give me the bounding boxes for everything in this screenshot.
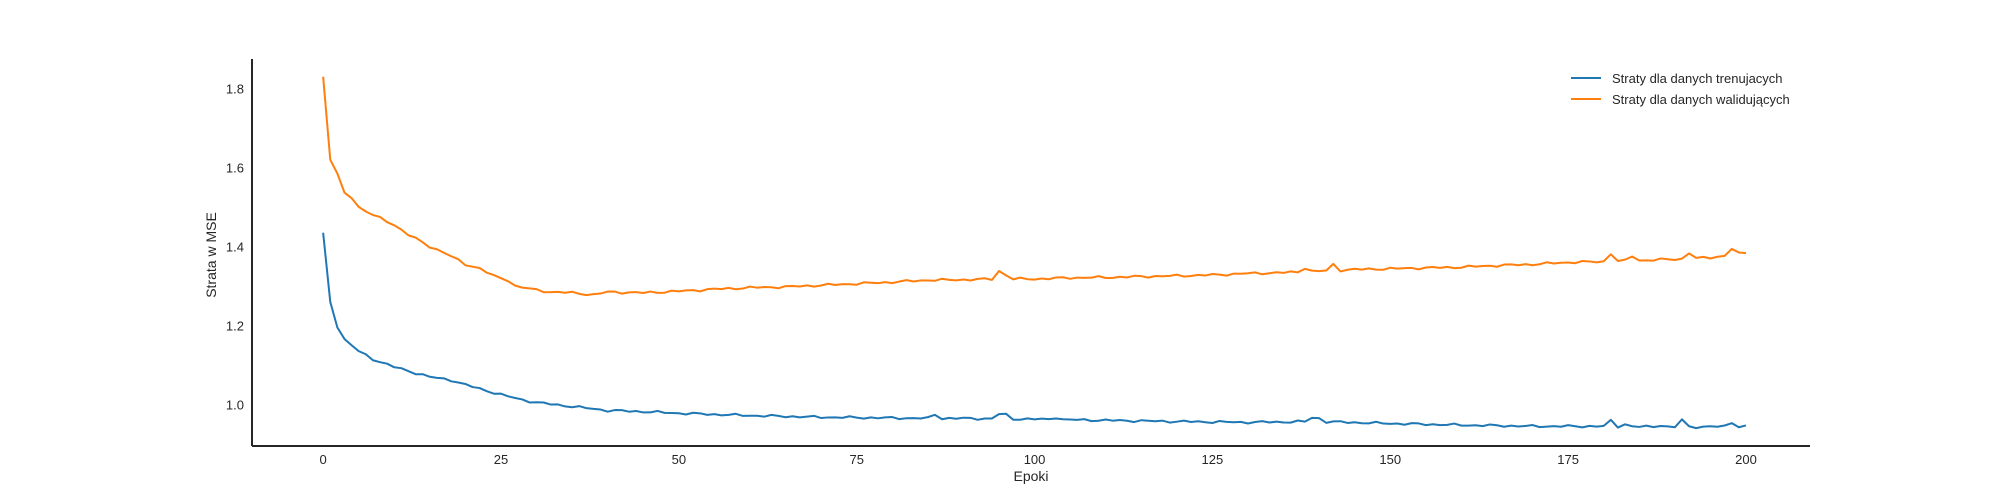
series-lines <box>322 76 1747 430</box>
x-tick-label: 125 <box>1202 452 1224 467</box>
x-tick-label: 25 <box>494 452 508 467</box>
x-tick-label: 150 <box>1379 452 1401 467</box>
legend-label-2: Straty dla danych walidujących <box>1612 92 1790 107</box>
series-line-1 <box>322 232 1747 430</box>
x-tick-label: 50 <box>672 452 686 467</box>
x-axis-label: Epoki <box>1013 468 1048 484</box>
y-axis-label: Strata w MSE <box>203 212 219 298</box>
y-tick-label: 1.6 <box>226 161 244 176</box>
x-tick-label: 0 <box>320 452 327 467</box>
x-tick-label: 100 <box>1024 452 1046 467</box>
series-line-2 <box>322 76 1747 297</box>
x-axis-ticks: 0 25 50 75 100 125 150 175 200 <box>320 452 1757 467</box>
x-tick-label: 200 <box>1735 452 1757 467</box>
legend-label-1: Straty dla danych trenujacych <box>1612 71 1783 86</box>
y-tick-label: 1.2 <box>226 319 244 334</box>
axes-spines <box>251 59 1810 447</box>
y-tick-label: 1.0 <box>226 398 244 413</box>
x-tick-label: 75 <box>849 452 863 467</box>
x-tick-label: 175 <box>1557 452 1579 467</box>
y-tick-label: 1.4 <box>226 240 244 255</box>
legend: Straty dla danych trenujacych Straty dla … <box>1571 71 1790 107</box>
y-tick-label: 1.8 <box>226 82 244 97</box>
y-axis-ticks: 1.0 1.2 1.4 1.6 1.8 <box>226 82 244 413</box>
